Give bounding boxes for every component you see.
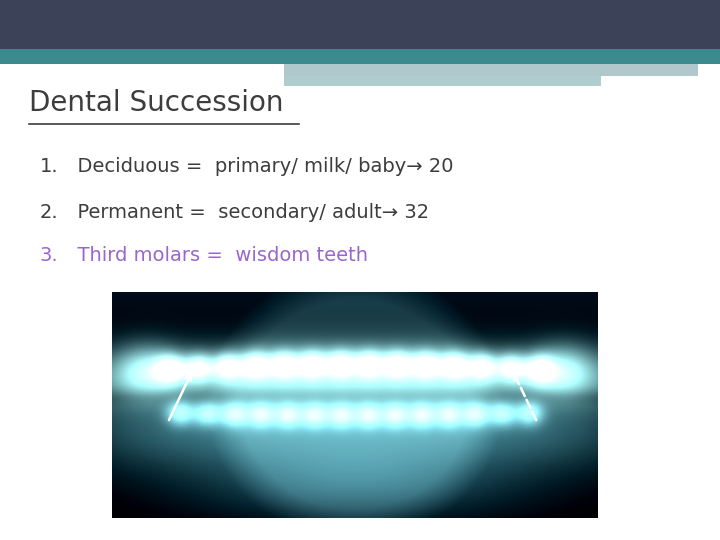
Bar — [0, 49, 720, 64]
Bar — [0, 0, 720, 50]
Text: 3.: 3. — [40, 246, 58, 265]
Text: Dental Succession: Dental Succession — [29, 89, 283, 117]
Text: Third molars =  wisdom teeth: Third molars = wisdom teeth — [65, 246, 368, 265]
Bar — [284, 76, 601, 86]
Text: Deciduous =  primary/ milk/ baby→ 20: Deciduous = primary/ milk/ baby→ 20 — [65, 157, 454, 176]
Text: 2.: 2. — [40, 202, 58, 221]
Bar — [284, 64, 698, 76]
Text: 1.: 1. — [40, 157, 58, 176]
Text: Permanent =  secondary/ adult→ 32: Permanent = secondary/ adult→ 32 — [65, 202, 429, 221]
